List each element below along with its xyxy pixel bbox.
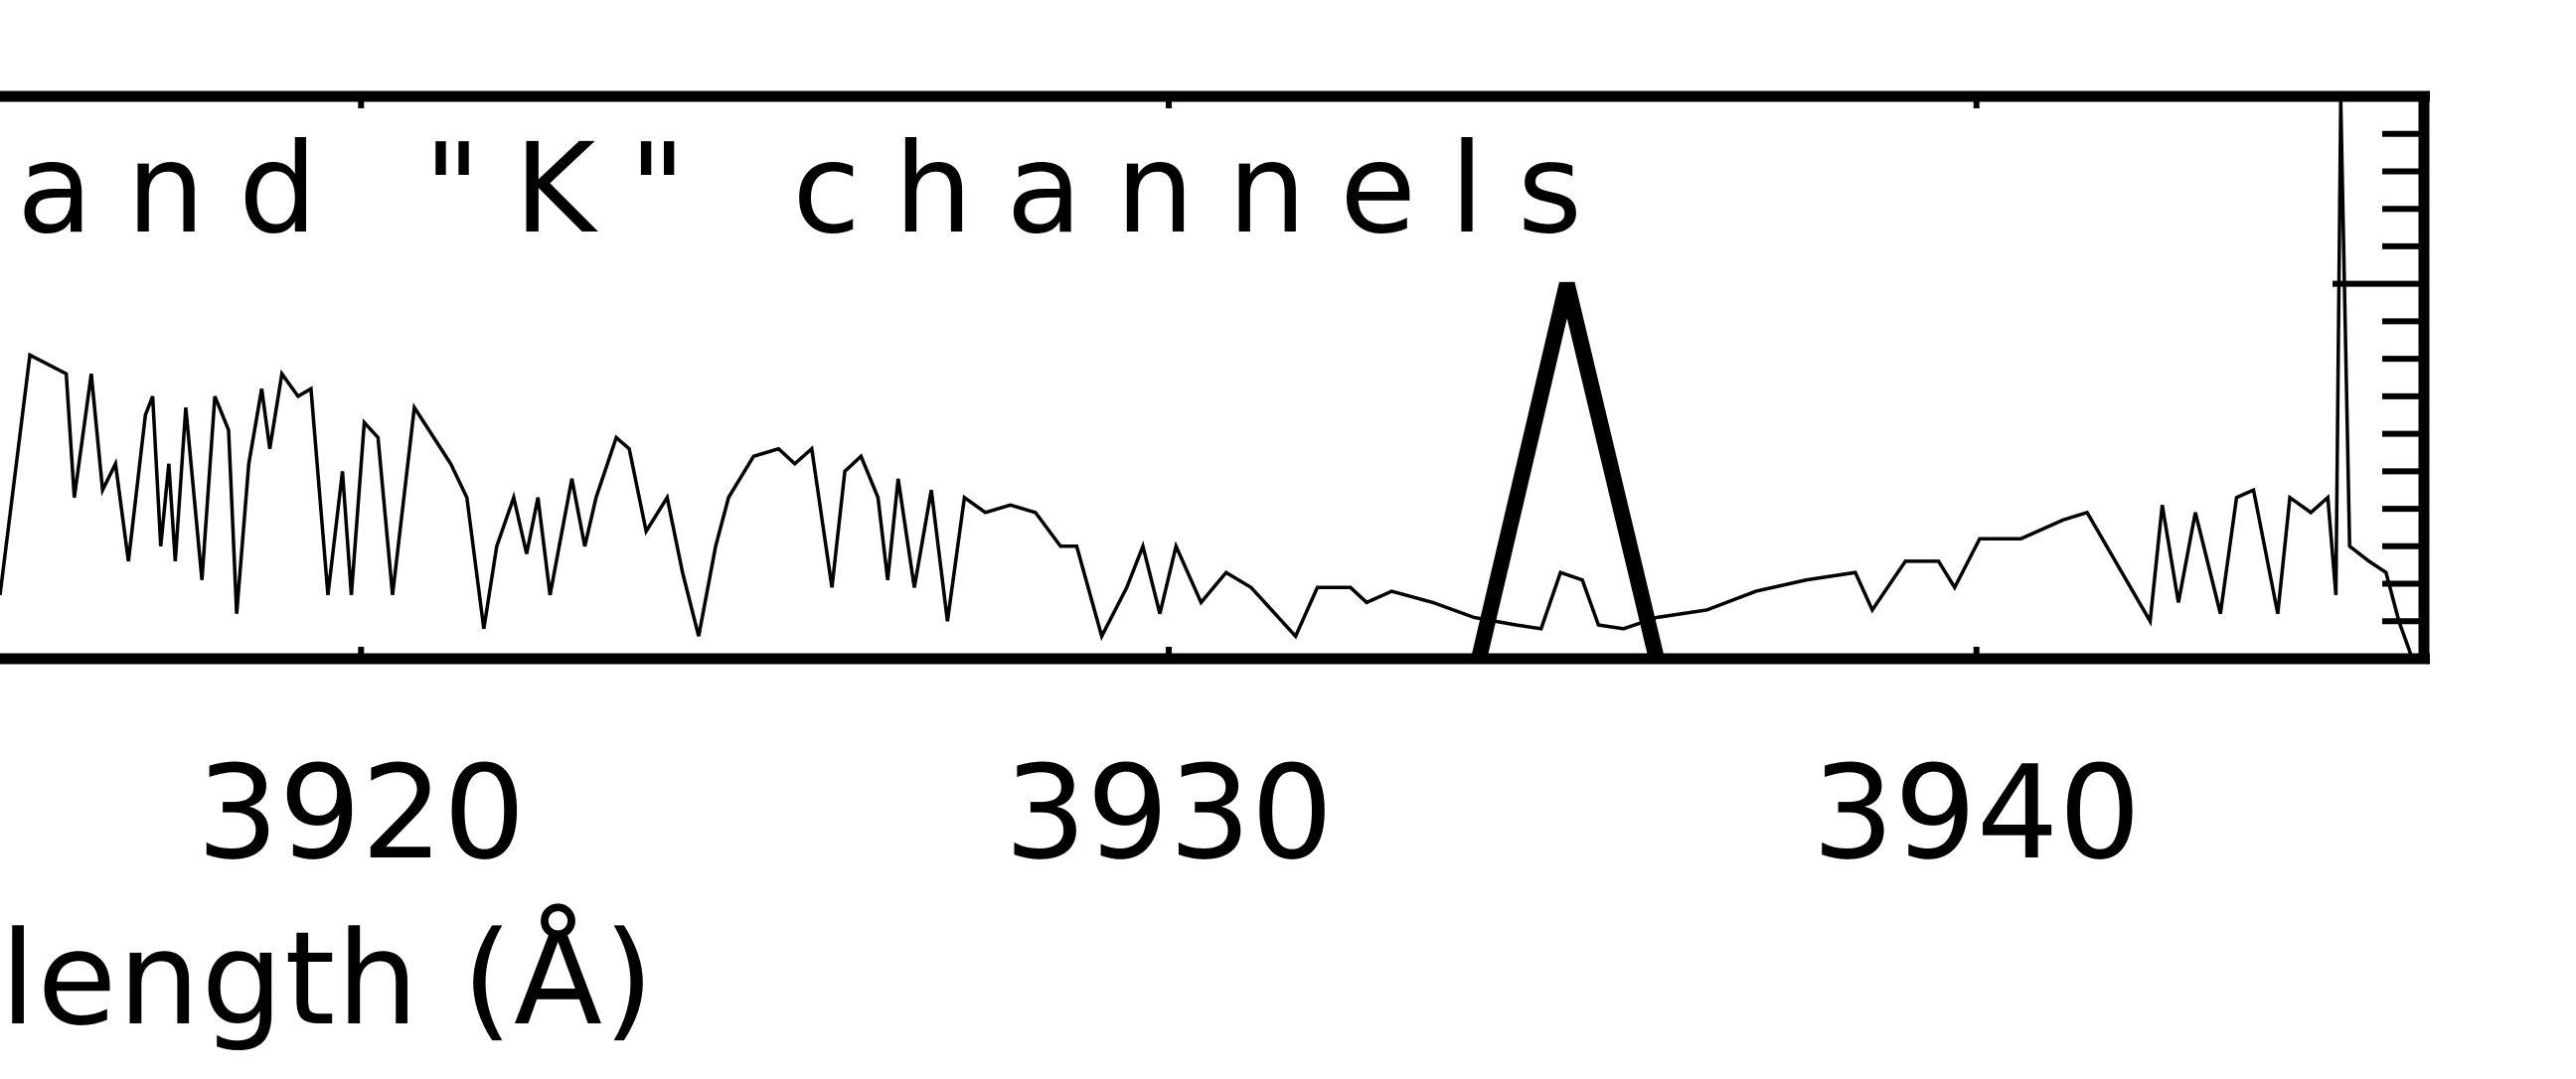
series-line: [1471, 281, 1665, 661]
x-axis-label: length (Å): [0, 903, 654, 1054]
series-line: [0, 99, 2413, 656]
chart-title: and "K" channels: [17, 117, 1582, 261]
x-tick-label: 3930: [1005, 737, 1334, 888]
x-tick-label: 3920: [197, 737, 526, 888]
x-tick-label: 3940: [1812, 737, 2141, 888]
